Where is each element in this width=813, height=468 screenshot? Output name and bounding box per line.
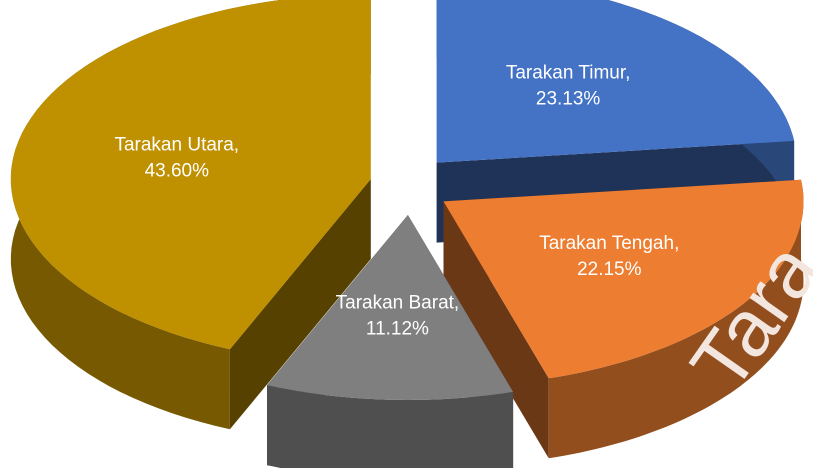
data-label-category: Tarakan Tengah,: [539, 233, 679, 254]
slice: Tarakan Utara, 43.60%: [10, 0, 371, 430]
slice-side: [229, 179, 371, 430]
data-label-value: 22.15%: [577, 259, 642, 280]
data-label-category: Tarakan Barat,: [336, 293, 460, 314]
data-label-value: 23.13%: [536, 89, 601, 110]
pie: Tarakan Timur, 23.13% Tarakan Utara, 43.60%…: [10, 0, 804, 468]
data-label-category: Tarakan Timur,: [506, 63, 631, 84]
slice-top: [436, 0, 795, 163]
slice-top: [267, 215, 514, 400]
slice-top: [10, 0, 371, 350]
slice: Tarakan Barat, 11.12%: [267, 215, 514, 468]
slice: Tarakan Tengah, 22.15%: [443, 179, 804, 459]
slice-wall: [267, 385, 514, 468]
data-label-category: Tarakan Utara,: [114, 135, 239, 156]
slice-wall: [548, 179, 804, 459]
slice-side: [443, 201, 549, 459]
data-label-value: 11.12%: [366, 319, 429, 340]
slice-top: [443, 179, 804, 379]
data-label-value: 43.60%: [145, 161, 210, 182]
